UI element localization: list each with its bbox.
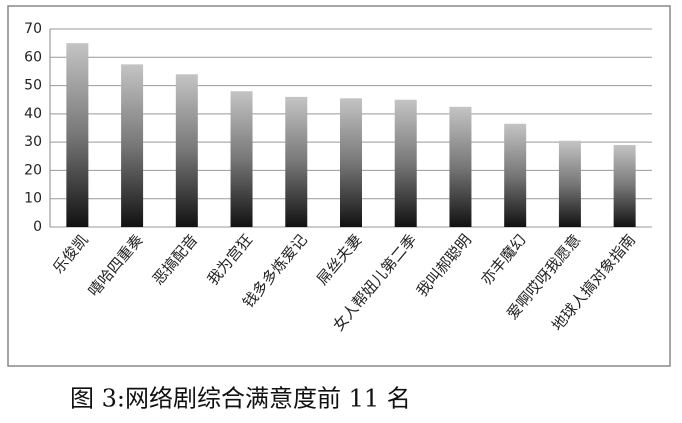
- bar: [121, 64, 144, 227]
- y-tick-label: 60: [24, 49, 42, 65]
- y-tick-label: 0: [33, 219, 42, 235]
- bar: [175, 74, 198, 227]
- y-tick-label: 30: [24, 134, 42, 150]
- bar: [340, 98, 362, 227]
- y-tick-label: 40: [24, 106, 42, 122]
- bar: [504, 123, 527, 227]
- bar: [394, 99, 417, 227]
- bar: [449, 106, 472, 227]
- bar: [66, 43, 89, 228]
- chart-title: 图 3:网络剧综合满意度前 11 名: [70, 385, 411, 413]
- bar: [230, 91, 253, 227]
- bar: [613, 144, 636, 227]
- bar: [285, 96, 308, 227]
- y-tick-label: 20: [24, 162, 42, 178]
- y-tick-label: 10: [24, 191, 42, 207]
- bar: [558, 140, 581, 227]
- y-tick-label: 70: [24, 21, 42, 37]
- y-tick-label: 50: [24, 78, 42, 94]
